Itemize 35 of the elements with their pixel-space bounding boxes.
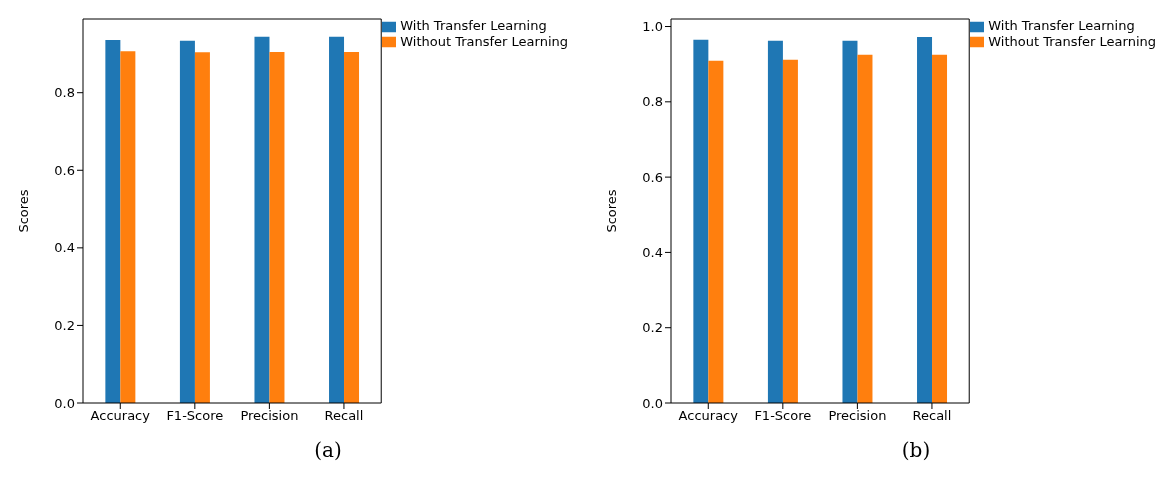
bar (693, 39, 709, 403)
y-tick-label: 1.0 (642, 19, 663, 35)
y-tick-label: 0.4 (54, 240, 75, 256)
y-tick-label: 0.0 (642, 395, 663, 411)
text: (a) (313, 438, 343, 462)
legend-label: With Transfer Learning (400, 18, 547, 33)
x-tick-label: Accuracy (678, 408, 739, 424)
x-tick-label: Recall (324, 408, 364, 424)
legend-label: Without Transfer Learning (400, 33, 568, 49)
text: (b) (900, 438, 932, 462)
y-axis-title: Scores (15, 189, 31, 233)
bar (708, 60, 724, 403)
y-tick-label: 0.2 (642, 320, 663, 336)
bar (857, 54, 873, 403)
y-axis-title: Scores (603, 189, 619, 233)
x-tick-label: Precision (828, 408, 887, 424)
y-tick-label: 0.8 (642, 94, 663, 110)
bar (842, 40, 858, 403)
y-tick-label: 0.0 (54, 395, 75, 411)
y-tick-label: 0.4 (642, 245, 663, 261)
bar (782, 59, 798, 403)
y-tick-label: 0.6 (54, 162, 75, 178)
bar (917, 37, 933, 403)
y-tick-label: 0.6 (642, 169, 663, 185)
x-tick-label: Recall (912, 408, 952, 424)
x-tick-label: F1-Score (166, 408, 224, 424)
x-tick-label: Accuracy (90, 408, 151, 424)
bar (932, 54, 948, 403)
y-tick-label: 0.2 (54, 318, 75, 334)
bar (767, 40, 783, 403)
legend-label: Without Transfer Learning (988, 33, 1156, 49)
legend-label: With Transfer Learning (988, 18, 1135, 33)
x-tick-label: Precision (240, 408, 299, 424)
x-tick-label: F1-Score (754, 408, 812, 424)
y-tick-label: 0.8 (54, 85, 75, 101)
